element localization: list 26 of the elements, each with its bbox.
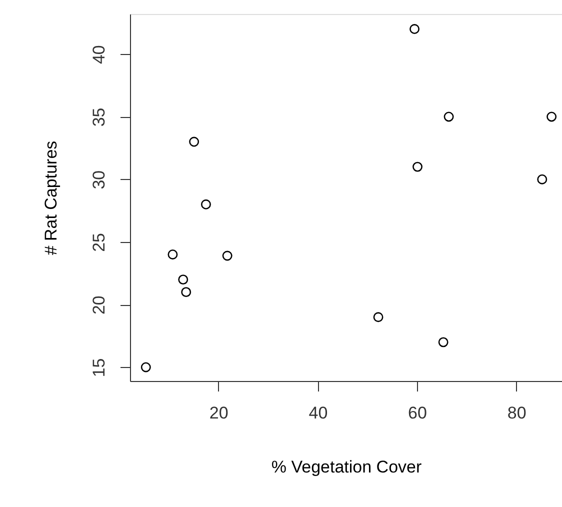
- point: [200, 199, 211, 210]
- point: [178, 274, 188, 285]
- point: [168, 250, 178, 260]
- point: [410, 24, 420, 34]
- x-tick-label: 20: [209, 404, 228, 422]
- point: [444, 112, 454, 122]
- x-tick-label: 80: [507, 404, 526, 422]
- point: [181, 287, 192, 298]
- y-tick-label: 25: [90, 233, 108, 252]
- point: [438, 337, 448, 348]
- y-axis-title: # Rat Captures: [42, 140, 60, 256]
- x-axis-title: % Vegetation Cover: [271, 458, 422, 476]
- point: [373, 312, 384, 322]
- x-tick-label: 60: [408, 404, 427, 422]
- y-tick-label: 20: [90, 296, 108, 315]
- y-tick-label: 30: [90, 170, 108, 190]
- point: [546, 112, 557, 122]
- x-tick-label: 40: [308, 404, 328, 422]
- point: [140, 362, 151, 372]
- y-tick-label: 35: [90, 108, 108, 127]
- point: [222, 250, 232, 261]
- point: [189, 136, 200, 147]
- y-tick-label: 40: [90, 45, 108, 64]
- y-tick-label: 15: [90, 358, 108, 378]
- point: [537, 174, 548, 184]
- point: [412, 162, 422, 172]
